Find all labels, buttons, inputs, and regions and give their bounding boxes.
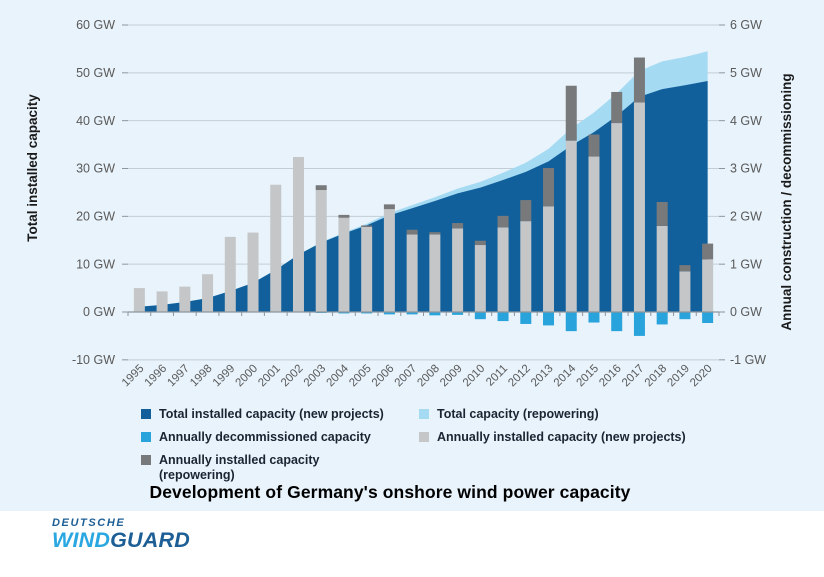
legend-swatch-annual-new-icon	[419, 432, 429, 442]
svg-text:2006: 2006	[370, 363, 397, 390]
svg-text:5 GW: 5 GW	[730, 66, 762, 80]
windguard-logo: DEUTSCHE WINDGUARD	[52, 518, 190, 552]
legend-label: Annually installed capacity (repowering)	[159, 453, 320, 482]
svg-text:2010: 2010	[461, 363, 488, 390]
legend-label: Annually decommissioned capacity	[159, 430, 371, 444]
svg-text:2002: 2002	[279, 363, 306, 390]
logo-wind-part: WIND	[52, 528, 111, 552]
svg-text:0 GW: 0 GW	[730, 305, 762, 319]
x-axis	[127, 311, 720, 316]
svg-text:2016: 2016	[597, 363, 624, 390]
svg-text:6 GW: 6 GW	[730, 18, 762, 32]
svg-text:Total installed capacity: Total installed capacity	[25, 94, 40, 242]
svg-text:2015: 2015	[575, 363, 602, 390]
legend-swatch-total-repowering-icon	[419, 409, 429, 419]
svg-text:2008: 2008	[415, 363, 442, 390]
legend-label: Total capacity (repowering)	[437, 407, 599, 421]
legend-item-decommissioned: Annually decommissioned capacity	[141, 430, 419, 445]
legend-label: Total installed capacity (new projects)	[159, 407, 384, 421]
svg-text:2005: 2005	[347, 363, 374, 390]
svg-text:1 GW: 1 GW	[730, 257, 762, 271]
legend-item-total-repowering: Total capacity (repowering)	[419, 407, 686, 422]
axis-tick-labels: 60 GW 6 GW 50 GW 5 GW 40 GW 4 GW 30 GW 3 GW 20 G…	[72, 18, 766, 367]
svg-text:1995: 1995	[120, 363, 147, 390]
wind-capacity-chart-svg: 60 GW 6 GW 50 GW 5 GW 40 GW 4 GW 30 GW 3 GW 20 G…	[25, 18, 794, 389]
svg-text:2009: 2009	[438, 363, 465, 390]
svg-text:10 GW: 10 GW	[76, 257, 115, 271]
svg-text:2020: 2020	[688, 363, 715, 390]
svg-text:2019: 2019	[665, 363, 692, 390]
svg-text:Annual construction / decommis: Annual construction / decommissioning	[779, 73, 794, 330]
svg-text:2017: 2017	[620, 363, 647, 390]
svg-text:2004: 2004	[324, 362, 351, 389]
footer-bar: DEUTSCHE WINDGUARD	[0, 511, 824, 577]
svg-text:-1 GW: -1 GW	[730, 353, 766, 367]
svg-text:50 GW: 50 GW	[76, 66, 115, 80]
legend-swatch-total-new-icon	[141, 409, 151, 419]
svg-text:3 GW: 3 GW	[730, 162, 762, 176]
legend-item-annual-new: Annually installed capacity (new project…	[419, 430, 686, 445]
svg-text:0 GW: 0 GW	[83, 305, 115, 319]
svg-text:2013: 2013	[529, 363, 556, 390]
logo-deutsche-text: DEUTSCHE	[52, 517, 126, 529]
svg-text:40 GW: 40 GW	[76, 114, 115, 128]
svg-text:1999: 1999	[211, 363, 238, 390]
svg-text:2 GW: 2 GW	[730, 210, 762, 224]
svg-text:30 GW: 30 GW	[76, 162, 115, 176]
svg-text:2018: 2018	[643, 363, 670, 390]
legend-swatch-decommissioned-icon	[141, 432, 151, 442]
svg-text:1997: 1997	[165, 363, 192, 390]
logo-windguard-text: WINDGUARD	[52, 529, 190, 552]
chart-legend: Total installed capacity (new projects) …	[141, 407, 686, 483]
svg-text:2003: 2003	[302, 363, 329, 390]
annual-bars	[133, 57, 714, 336]
axis-ticks	[122, 24, 725, 361]
svg-text:1996: 1996	[143, 363, 170, 390]
legend-item-total-new: Total installed capacity (new projects)	[141, 407, 419, 422]
axis-titles: Total installed capacity Annual construct…	[25, 73, 794, 330]
svg-text:60 GW: 60 GW	[76, 18, 115, 32]
svg-text:20 GW: 20 GW	[76, 210, 115, 224]
year-labels: 1995199619971998199920002001200220032004…	[120, 362, 715, 389]
svg-text:2011: 2011	[484, 363, 510, 389]
svg-text:1998: 1998	[188, 363, 215, 390]
svg-text:4 GW: 4 GW	[730, 114, 762, 128]
capacity-areas	[139, 51, 708, 312]
svg-text:-10 GW: -10 GW	[72, 353, 115, 367]
svg-text:2014: 2014	[552, 362, 579, 389]
logo-guard-part: GUARD	[110, 528, 190, 552]
chart-title: Development of Germany's onshore wind po…	[149, 482, 631, 502]
svg-text:2000: 2000	[234, 363, 261, 390]
chart-area: 60 GW 6 GW 50 GW 5 GW 40 GW 4 GW 30 GW 3 GW 20 G…	[25, 18, 794, 389]
legend-swatch-annual-repowering-icon	[141, 455, 151, 465]
legend-label: Annually installed capacity (new project…	[437, 430, 686, 444]
svg-text:2007: 2007	[393, 363, 420, 390]
svg-text:2012: 2012	[506, 363, 533, 390]
svg-text:2001: 2001	[256, 363, 283, 390]
legend-item-annual-repowering: Annually installed capacity (repowering)	[141, 453, 419, 483]
